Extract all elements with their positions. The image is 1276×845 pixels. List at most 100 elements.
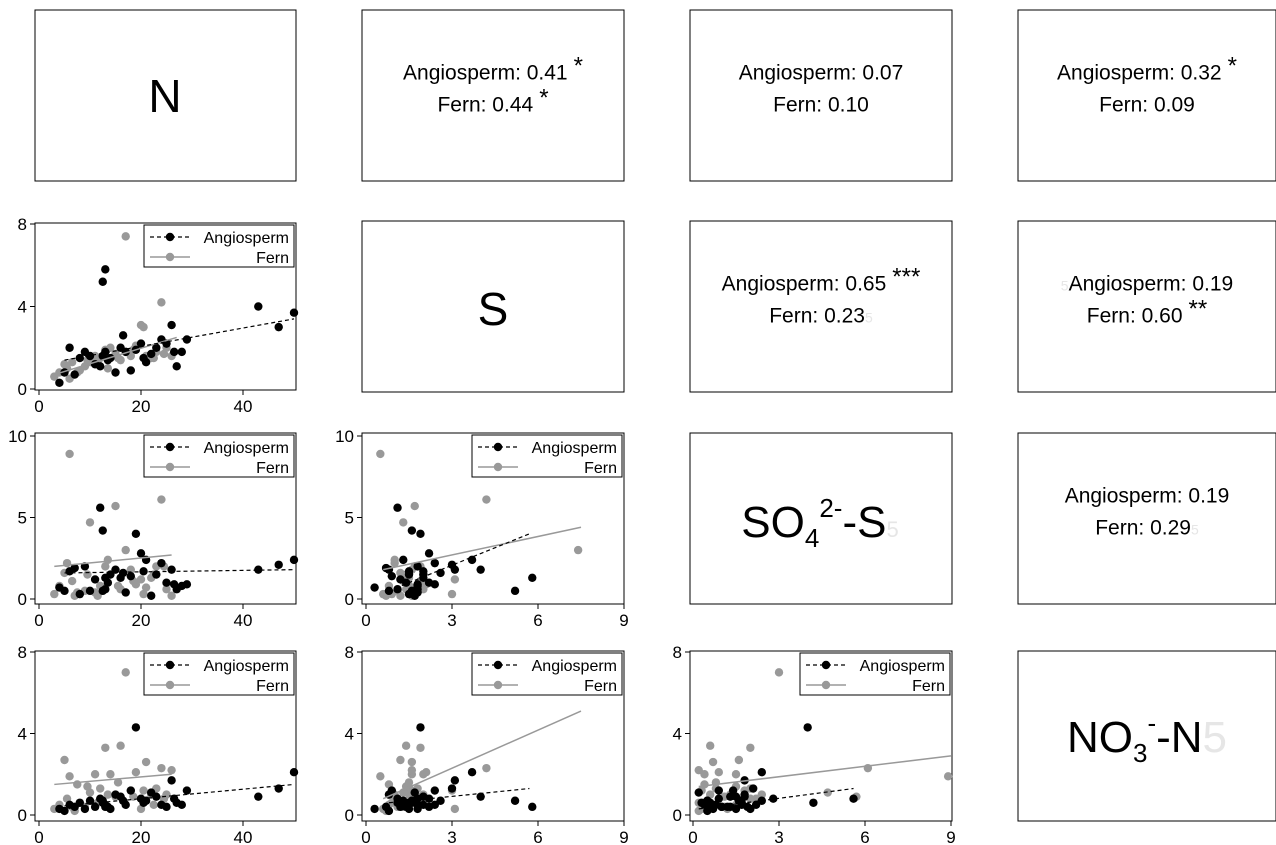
y-tick-label: 5 [345,509,354,528]
angiosperm-point [289,555,299,565]
variable-label-0: N [148,70,181,122]
angiosperm-point [75,353,85,363]
fern-point [111,501,120,511]
fern-point [422,768,431,777]
legend: Angiosperm Fern [471,652,623,696]
legend-angiosperm-label: Angiosperm [860,658,945,675]
angiosperm-point [407,526,417,535]
angiosperm-point [167,320,176,330]
fern-point [404,778,414,787]
y-tick-label: 8 [18,643,27,662]
x-tick-label: 9 [619,611,628,630]
correlation-text: Angiosperm: 0.19 [1065,485,1230,508]
angiosperm-point [111,368,120,377]
angiosperm-point [510,796,520,805]
fern-point [396,591,405,600]
fern-point [410,501,419,511]
fern-point [390,555,399,565]
y-tick-label: 4 [673,725,682,744]
y-tick-label: 0 [673,806,682,825]
angiosperm-point [75,589,85,599]
correlation-text: Fern: 0.44 * [437,85,548,117]
angiosperm-point [101,265,110,274]
angiosperm-point [96,362,105,371]
legend-angiosperm-marker [821,660,831,670]
angiosperm-point [55,378,64,388]
x-tick-label: 20 [132,397,151,416]
x-tick-label: 3 [447,611,456,630]
fern-point [131,768,141,777]
x-tick-label: 3 [774,828,783,845]
angiosperm-point [126,786,135,795]
correlation-text: Fern: 0.235 [769,305,873,328]
y-tick-label: 10 [8,427,27,446]
x-tick-label: 20 [132,828,151,845]
fern-point [65,449,74,459]
correlation-panel [1017,432,1276,605]
correlation-panel [689,220,953,393]
diagonal-panel-1 [361,220,625,393]
plot-frame [34,650,297,822]
correlation-text: Angiosperm: 0.41 * [403,53,583,85]
fern-point [103,364,113,373]
fern-point [60,755,69,765]
angiosperm-point [182,580,192,589]
angiosperm-point [467,555,477,565]
fern-point [139,786,148,795]
x-tick-label: 0 [361,611,370,630]
fern-fit-line [54,554,172,568]
angiosperm-point [152,570,161,579]
angiosperm-point [131,723,141,732]
angiosperm-point [141,357,151,367]
legend-fern-marker [165,252,175,262]
legend: Angiosperm Fern [143,224,295,268]
angiosperm-point [528,573,537,583]
angiosperm-point [167,776,176,785]
angiosperm-point [70,370,79,379]
fern-point [67,576,77,586]
fern-point [65,772,74,781]
scatter-panel-N-vs-S: 0 20 40 0 4 8 Angiosperm Fern [18,215,299,416]
angiosperm-point [126,366,135,375]
angiosperm-point [90,802,100,812]
angiosperm-point [757,768,766,777]
legend: Angiosperm Fern [143,652,295,696]
legend: Angiosperm Fern [799,652,951,696]
legend: Angiosperm Fern [143,434,295,478]
y-tick-label: 4 [345,725,354,744]
fern-point [943,772,953,781]
angiosperm-fit-line [698,787,854,810]
angiosperm-point [751,800,761,810]
correlation-panel [361,9,625,182]
plot-frame [689,650,953,822]
fern-point [157,298,166,307]
legend-angiosperm-label: Angiosperm [204,658,289,675]
variable-name: NO3--N5 [1067,708,1227,768]
correlation-text: Angiosperm: 0.32 * [1057,53,1237,85]
fern-point [167,591,176,600]
fern-point [416,743,425,752]
legend-angiosperm-marker [165,442,175,452]
x-tick-label: 40 [234,828,253,845]
plot-frame [361,650,625,822]
x-tick-label: 3 [447,828,456,845]
y-tick-label: 4 [18,298,27,317]
fern-point [708,757,718,767]
legend-fern-marker [821,680,831,690]
angiosperm-point [749,784,758,793]
variable-label-2: SO42--S5 [741,493,898,553]
angiosperm-point [447,560,457,569]
legend-angiosperm-marker [165,232,175,242]
fern-point [121,668,130,677]
angiosperm-point [118,568,128,578]
fern-point [396,755,405,765]
variable-name: S [478,283,509,335]
angiosperm-point [447,784,457,793]
fern-point [376,449,385,459]
angiosperm-point [450,776,460,785]
angiosperm-fit-line [388,533,530,592]
fern-fit-line [383,526,582,571]
angiosperm-point [98,277,107,286]
legend-angiosperm-marker [493,442,503,452]
correlation-text: 5Angiosperm: 0.19 [1061,273,1233,296]
